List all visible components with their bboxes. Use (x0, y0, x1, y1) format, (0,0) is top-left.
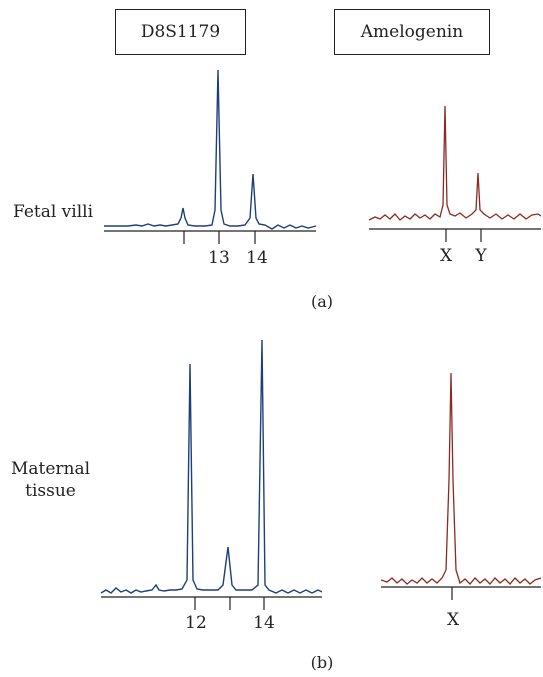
panel-label-b: (b) (310, 653, 334, 672)
str-trace-a (104, 69, 317, 230)
str-tick-label-b-12: 12 (185, 613, 207, 633)
str-trace-b (100, 339, 323, 594)
amel-tick-label-b-x: X (446, 610, 460, 630)
amel-tick-label-a-y: Y (475, 246, 487, 266)
header-amelogenin: Amelogenin (334, 9, 490, 55)
header-d8s1179-label: D8S1179 (140, 22, 221, 42)
panel-label-a: (a) (310, 292, 334, 311)
row-label-maternal-tissue: Maternal tissue (8, 458, 93, 502)
row-label-tissue: tissue (25, 481, 76, 501)
row-label-fetal-villi: Fetal villi (12, 202, 94, 222)
amel-trace-b (380, 372, 542, 585)
amel-tick-label-a-x: X (439, 246, 453, 266)
str-tick-label-a-14: 14 (246, 248, 268, 268)
amel-trace-a (368, 105, 542, 221)
header-amelogenin-label: Amelogenin (360, 22, 464, 42)
row-label-maternal: Maternal (10, 459, 91, 479)
str-tick-label-b-14: 14 (253, 613, 275, 633)
str-tick-label-a-13: 13 (208, 248, 230, 268)
header-d8s1179: D8S1179 (115, 9, 246, 55)
